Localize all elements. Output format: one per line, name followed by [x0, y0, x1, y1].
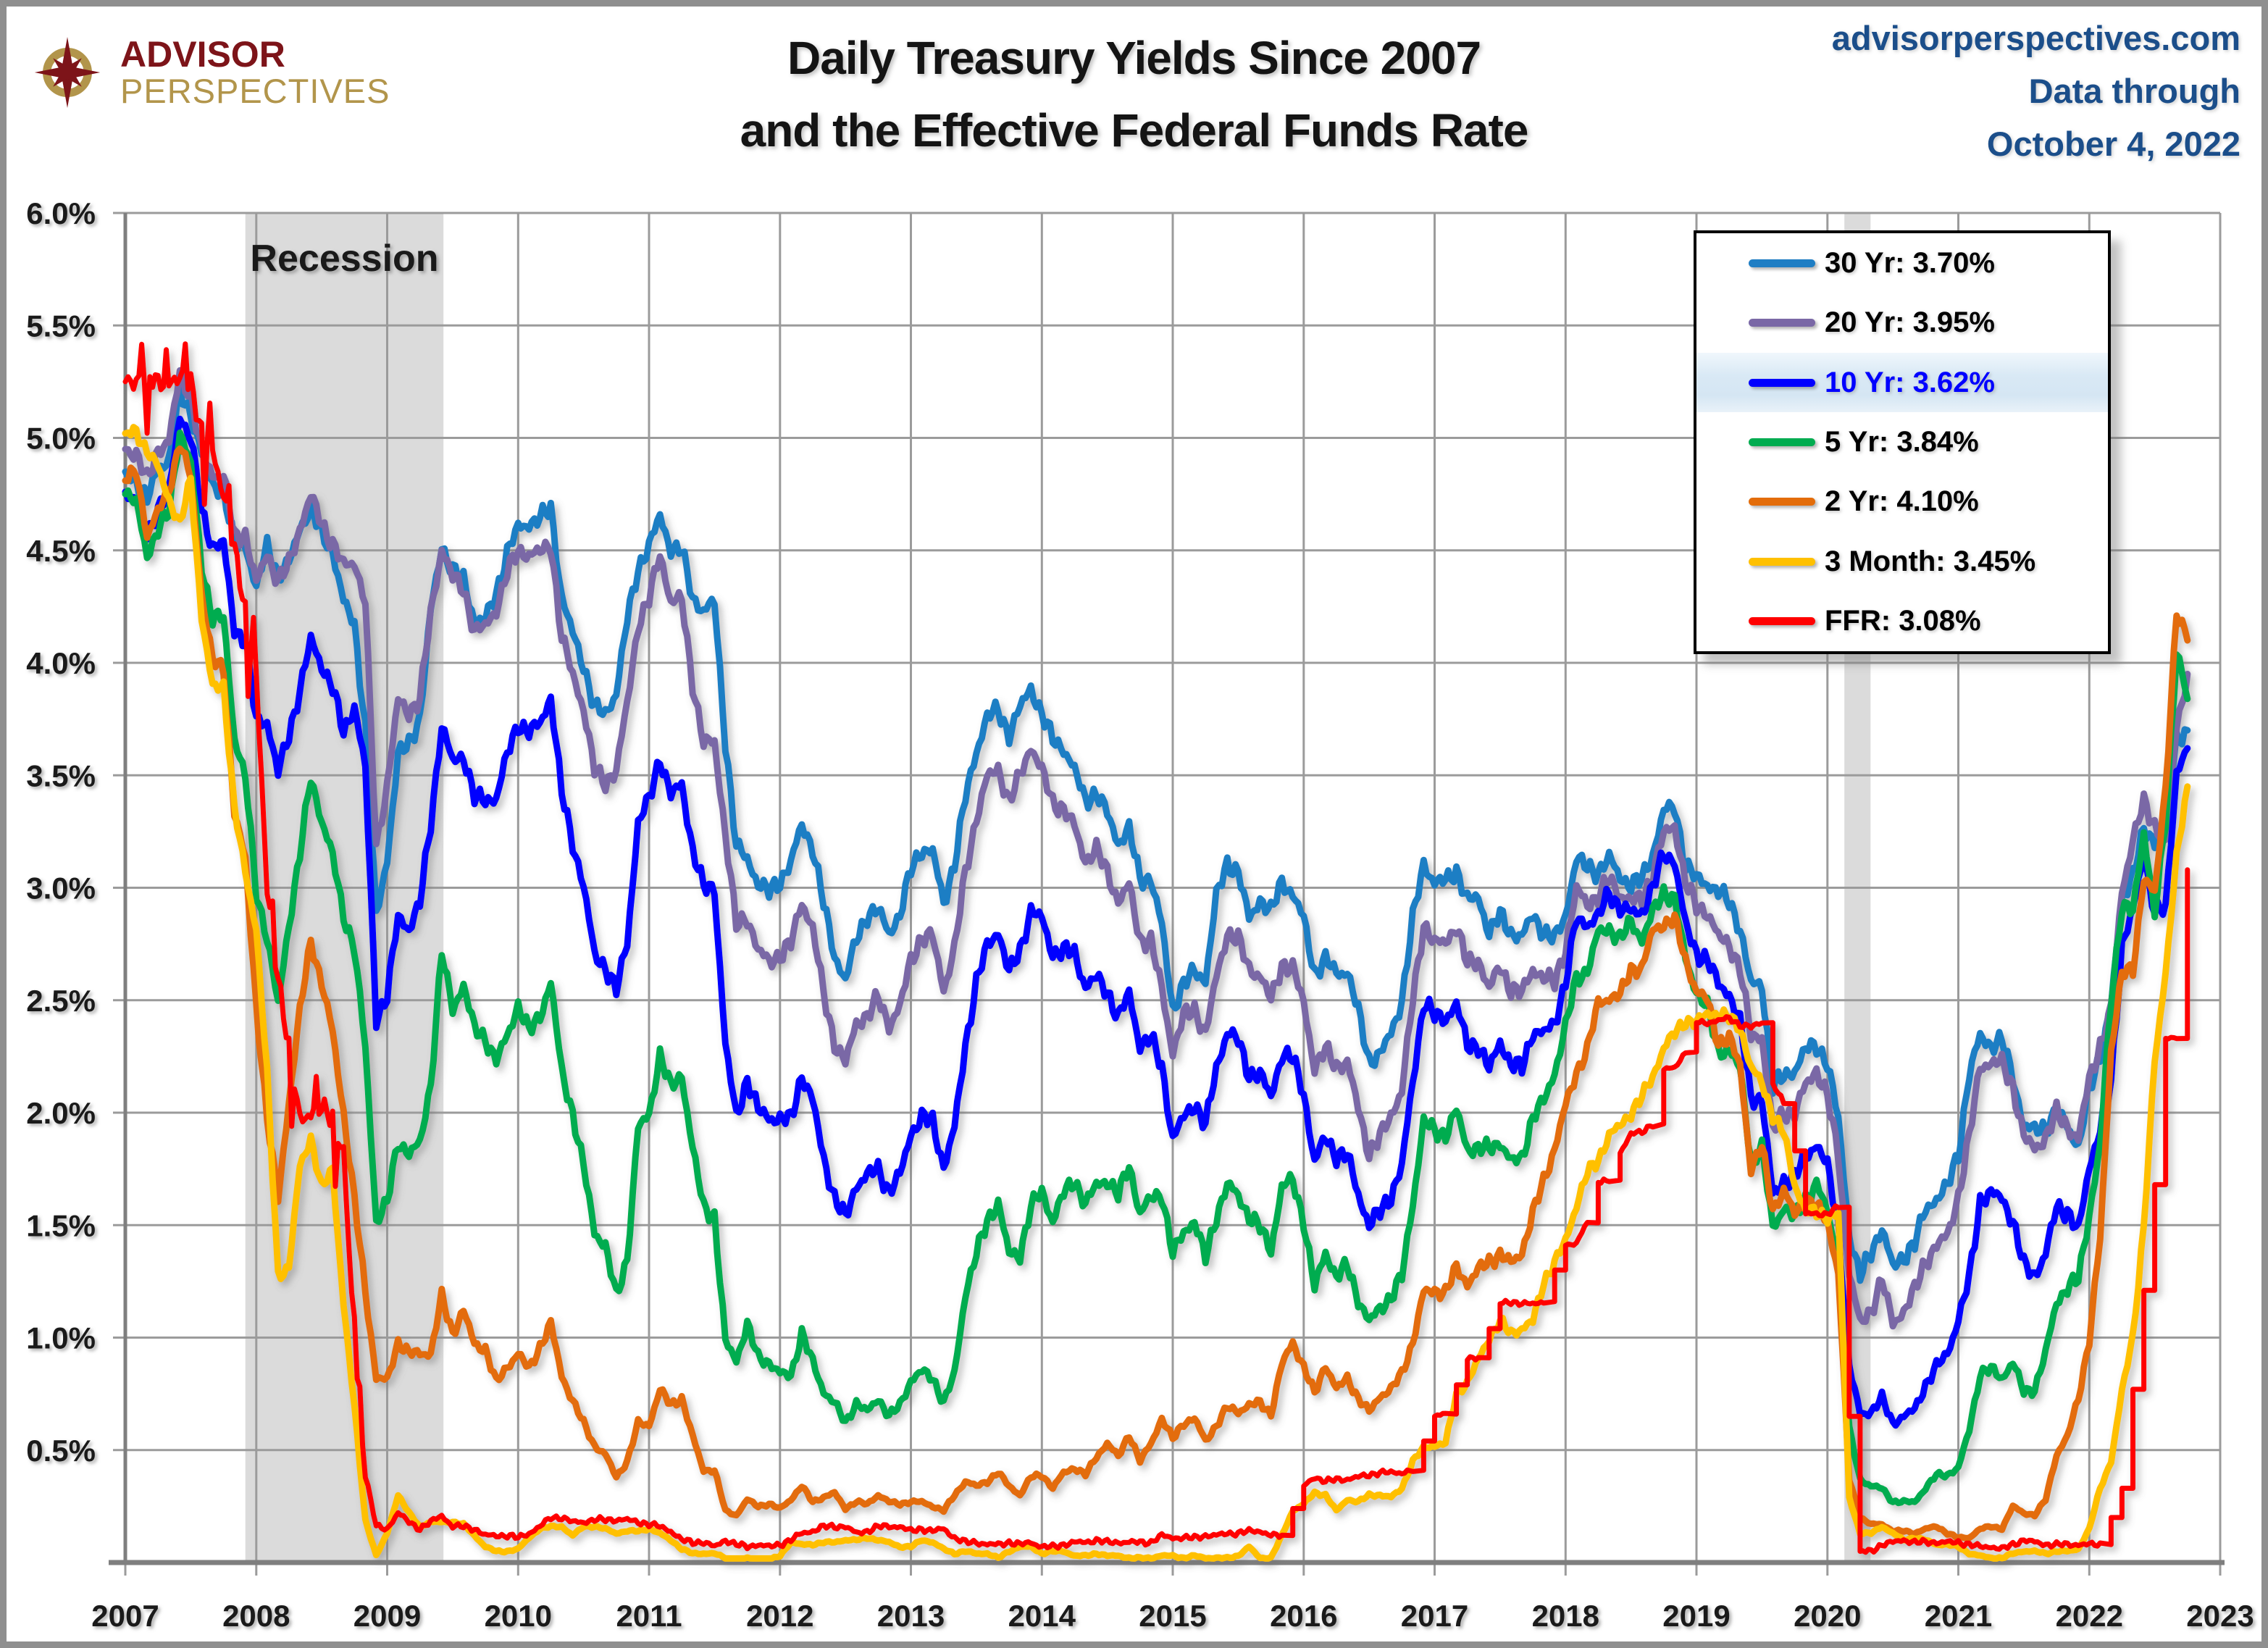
x-axis-label-2023: 2023 — [2186, 1599, 2254, 1633]
legend-line-sample-2yr — [1749, 498, 1815, 506]
legend-line-sample-20yr — [1749, 319, 1815, 327]
x-axis-label-2018: 2018 — [1532, 1599, 1599, 1633]
y-axis-label-4.0%: 4.0% — [26, 646, 96, 680]
y-axis-label-2.5%: 2.5% — [26, 984, 96, 1018]
x-axis-label-2008: 2008 — [222, 1599, 290, 1633]
data-through-date: October 4, 2022 — [1986, 125, 2240, 163]
y-axis-label-1.0%: 1.0% — [26, 1321, 96, 1355]
x-axis-label-2011: 2011 — [616, 1599, 682, 1633]
x-axis-label-2009: 2009 — [353, 1599, 421, 1633]
x-axis-label-2021: 2021 — [1925, 1599, 1992, 1633]
y-axis-label-0.5%: 0.5% — [26, 1434, 96, 1468]
x-axis-label-2007: 2007 — [91, 1599, 159, 1633]
legend-line-sample-ffr — [1749, 617, 1815, 626]
series-line-20yr — [122, 367, 2191, 1330]
x-axis-label-2022: 2022 — [2056, 1599, 2123, 1633]
legend-item-5yr: 5 Yr: 3.84% — [1696, 412, 2108, 472]
legend-item-30yr: 30 Yr: 3.70% — [1696, 233, 2108, 293]
x-axis-label-2010: 2010 — [485, 1599, 552, 1633]
legend-line-sample-3mo — [1749, 557, 1815, 566]
y-axis-label-2.0%: 2.0% — [26, 1096, 96, 1130]
logo-word-advisor: ADVISOR — [120, 34, 285, 75]
legend-item-2yr: 2 Yr: 4.10% — [1696, 472, 2108, 532]
legend-label-2yr: 2 Yr: 4.10% — [1825, 485, 1979, 518]
compass-icon — [34, 36, 101, 109]
source-site: advisorperspectives.com — [1831, 19, 2240, 57]
legend-item-10yr: 10 Yr: 3.62% — [1696, 352, 2108, 413]
legend-item-3mo: 3 Month: 3.45% — [1696, 532, 2108, 591]
x-axis-label-2016: 2016 — [1270, 1599, 1337, 1633]
advisor-perspectives-logo: ADVISOR PERSPECTIVES — [25, 25, 390, 120]
x-axis-label-2014: 2014 — [1008, 1599, 1076, 1633]
chart-title: Daily Treasury Yields Since 2007 and the… — [740, 22, 1529, 167]
legend-line-sample-10yr — [1749, 378, 1815, 387]
y-axis-label-5.5%: 5.5% — [26, 309, 96, 343]
y-axis-label-5.0%: 5.0% — [26, 422, 96, 456]
legend-item-ffr: FFR: 3.08% — [1696, 592, 2108, 651]
legend-label-ffr: FFR: 3.08% — [1825, 605, 1981, 637]
logo-word-perspectives: PERSPECTIVES — [120, 72, 390, 110]
legend-label-3mo: 3 Month: 3.45% — [1825, 545, 2036, 577]
y-axis-label-3.5%: 3.5% — [26, 758, 96, 792]
y-axis-label-6.0%: 6.0% — [26, 196, 96, 230]
legend-label-5yr: 5 Yr: 3.84% — [1825, 425, 1979, 458]
x-axis-label-2013: 2013 — [877, 1599, 945, 1633]
y-axis-label-1.5%: 1.5% — [26, 1208, 96, 1242]
series-line-ffr — [122, 341, 2190, 1555]
data-through-label: Data through — [2028, 72, 2240, 110]
x-axis-label-2017: 2017 — [1401, 1599, 1468, 1633]
x-axis-label-2015: 2015 — [1139, 1599, 1206, 1633]
title-line-1: Daily Treasury Yields Since 2007 — [787, 32, 1481, 84]
title-line-2: and the Effective Federal Funds Rate — [740, 104, 1529, 156]
y-axis-label-4.5%: 4.5% — [26, 534, 96, 568]
x-axis-label-2019: 2019 — [1662, 1599, 1730, 1633]
source-block: advisorperspectives.com Data through Oct… — [1832, 12, 2240, 170]
legend-line-sample-5yr — [1749, 438, 1815, 446]
recession-annotation: Recession — [250, 238, 438, 280]
y-axis-label-3.0%: 3.0% — [26, 871, 96, 905]
legend-item-20yr: 20 Yr: 3.95% — [1696, 293, 2108, 352]
legend-label-10yr: 10 Yr: 3.62% — [1825, 366, 1995, 398]
x-axis-label-2012: 2012 — [746, 1599, 813, 1633]
legend: 30 Yr: 3.70% 20 Yr: 3.95% 10 Yr: 3.62% 5 Yr… — [1694, 230, 2111, 654]
legend-label-20yr: 20 Yr: 3.95% — [1825, 306, 1995, 339]
x-axis-label-2020: 2020 — [1794, 1599, 1861, 1633]
legend-line-sample-30yr — [1749, 259, 1815, 267]
legend-label-30yr: 30 Yr: 3.70% — [1825, 246, 1995, 279]
